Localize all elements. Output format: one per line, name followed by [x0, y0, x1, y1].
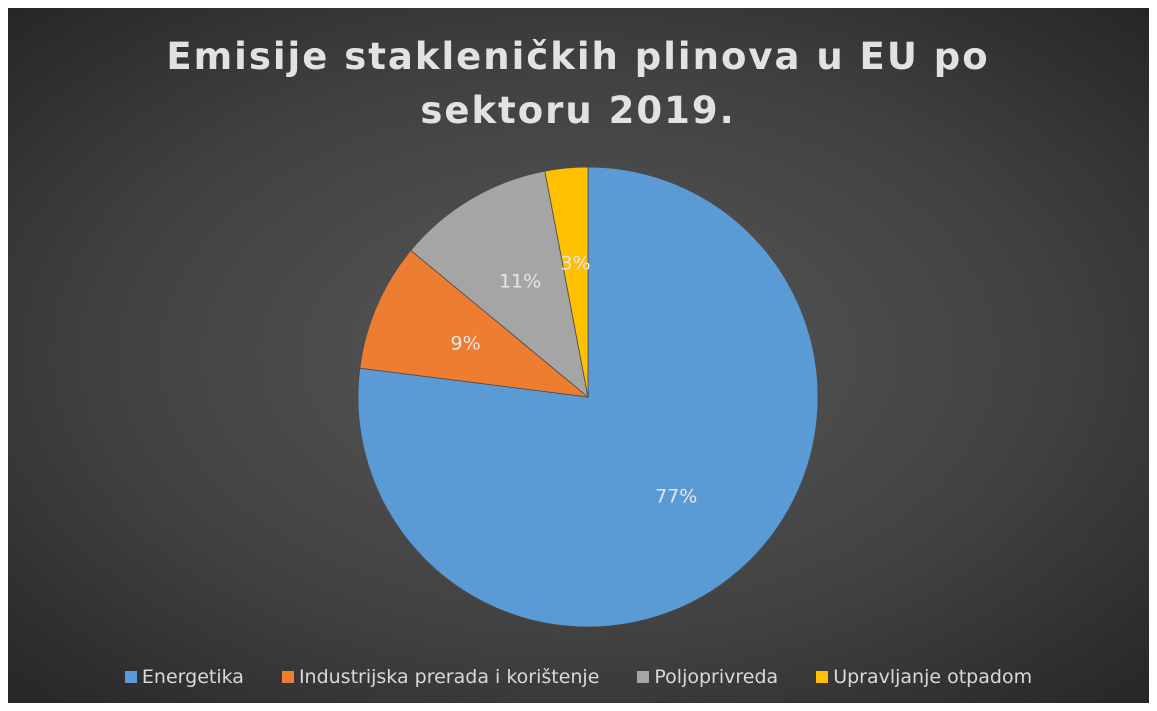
- legend-label: Energetika: [141, 666, 244, 688]
- pie-slice: [410, 170, 589, 399]
- slice-label: 11%: [499, 271, 541, 293]
- slice-label: 77%: [655, 486, 697, 508]
- slice-label: 9%: [450, 333, 480, 355]
- legend-swatch: [637, 671, 650, 683]
- chart: 77% 9% 11% 3% Emisije stakleničkih plinova …: [8, 8, 1149, 703]
- pie-area: 77% 9% 11% 3%: [357, 166, 819, 628]
- legend-entry: Industrijska prerada i korištenje: [281, 666, 600, 688]
- pie-slice: [544, 166, 589, 398]
- legend-swatch: [281, 671, 294, 683]
- slice-label: 3%: [560, 253, 590, 275]
- legend-label: Upravljanje otpadom: [833, 666, 1033, 688]
- legend-label: Poljoprivreda: [654, 666, 779, 688]
- legend-swatch: [816, 671, 829, 683]
- legend-label: Industrijska prerada i korištenje: [298, 666, 600, 688]
- legend-entry: Energetika: [124, 666, 244, 688]
- legend-entry: Poljoprivreda: [637, 666, 778, 688]
- pie-slice: [359, 249, 590, 398]
- legend-entry: Upravljanje otpadom: [816, 666, 1032, 688]
- legend: Energetika Industrijska prerada i korište…: [8, 666, 1149, 688]
- legend-swatch: [124, 671, 137, 683]
- chart-title: Emisije stakleničkih plinova u EU po sek…: [166, 35, 990, 132]
